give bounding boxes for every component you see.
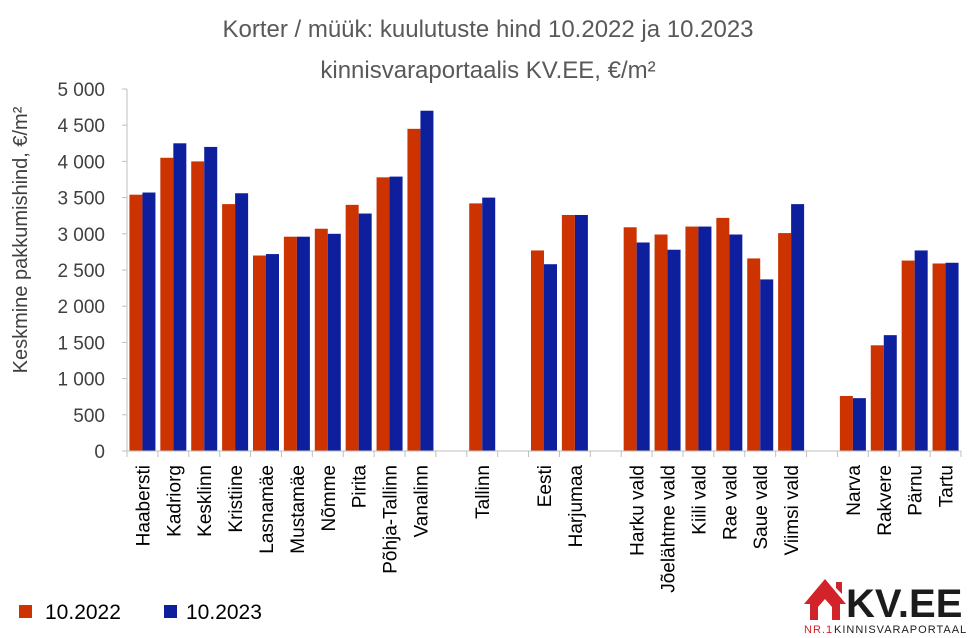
bar-10.2023-Mustamäe xyxy=(296,236,310,451)
bar-10.2023-Vanalinn xyxy=(420,110,434,451)
x-tick-label: Tartu xyxy=(937,465,958,507)
bar-10.2022-Põhja-Tallinn xyxy=(376,177,390,451)
bar-10.2022-Kesklinn xyxy=(191,161,205,451)
bar-10.2023-Kadriorg xyxy=(173,143,187,452)
kv-logo: KV.EE NR.1 KINNISVARAPORTAAL xyxy=(804,579,967,636)
y-tick-label: 5 000 xyxy=(57,80,105,101)
bar-10.2022-Rakvere xyxy=(870,345,884,451)
x-tick-label: Jõelähtme vald xyxy=(659,465,680,593)
bar-10.2022-Harku vald xyxy=(623,227,637,451)
bar-10.2023-Pärnu xyxy=(914,250,928,451)
chart-subtitle: kinnisvaraportaalis KV.EE, €/m² xyxy=(320,57,655,84)
x-tick-label: Nõmme xyxy=(319,465,340,532)
bar-10.2023-Harku vald xyxy=(636,242,650,451)
bar-10.2023-Eesti xyxy=(544,264,557,451)
legend-swatch-2022 xyxy=(19,605,32,618)
x-tick-label: Harku vald xyxy=(628,465,649,556)
legend: 10.2022 10.2023 xyxy=(19,601,262,624)
y-tick-label: 4 000 xyxy=(57,152,105,173)
bar-10.2023-Kristiine xyxy=(235,193,249,451)
bar-10.2022-Saue vald xyxy=(747,258,761,451)
x-tick-label: Saue vald xyxy=(751,465,772,550)
y-tick-label: 2 500 xyxy=(57,261,105,282)
bar-10.2023-Nõmme xyxy=(327,233,341,451)
x-axis: Haabersti Kadriorg Kesklinn Kristiine Lasnam… xyxy=(126,450,962,593)
bar-10.2022-Jõelähtme vald xyxy=(654,234,668,451)
bar-10.2022-Kristiine xyxy=(222,204,236,451)
bar-10.2023-Harjumaa xyxy=(574,214,588,451)
y-tick-label: 1 500 xyxy=(57,333,105,354)
y-tick-label: 500 xyxy=(73,406,105,427)
bar-10.2023-Viimsi vald xyxy=(791,204,805,451)
y-axis: 0 500 1 000 1 500 2 000 2 500 3 000 3 500 4 000 4… xyxy=(57,80,128,463)
bar-10.2023-Lasnamäe xyxy=(266,254,279,451)
x-tick-label: Rae vald xyxy=(720,465,741,540)
bar-10.2022-Vanalinn xyxy=(407,128,421,451)
x-tick-label: Narva xyxy=(844,465,865,516)
bar-10.2022-Harjumaa xyxy=(561,214,575,451)
bar-10.2023-Rakvere xyxy=(883,335,897,451)
bar-10.2023-Tartu xyxy=(945,262,959,451)
y-tick-label: 2 000 xyxy=(57,297,105,318)
bar-10.2022-Pärnu xyxy=(901,260,915,451)
x-tick-label: Harjumaa xyxy=(566,465,587,548)
x-tick-label: Kadriorg xyxy=(164,465,185,537)
legend-label-2023: 10.2023 xyxy=(186,601,262,624)
bar-10.2023-Rae vald xyxy=(729,234,743,451)
y-tick-label: 0 xyxy=(94,442,105,463)
bar-10.2022-Kadriorg xyxy=(160,157,174,451)
bar-10.2022-Haabersti xyxy=(129,194,143,451)
bar-10.2023-Kiili vald xyxy=(698,226,712,451)
logo-tagline-prefix: NR.1 xyxy=(804,624,833,636)
x-tick-label: Pirita xyxy=(350,465,371,509)
bar-10.2022-Pirita xyxy=(345,204,359,451)
chart-title-line1: Korter / müük: kuulutuste hind 10.2022 j… xyxy=(222,16,753,43)
logo-tagline: KINNISVARAPORTAAL xyxy=(834,624,967,636)
x-tick-label: Mustamäe xyxy=(288,465,309,554)
x-tick-label: Viimsi vald xyxy=(782,465,803,555)
x-tick-label: Kristiine xyxy=(226,465,247,533)
y-tick-label: 1 000 xyxy=(57,370,105,391)
bar-10.2022-Eesti xyxy=(531,250,544,451)
bar-10.2023-Tallinn xyxy=(482,197,496,451)
bar-10.2022-Tallinn xyxy=(469,203,483,451)
plot-area xyxy=(129,110,959,452)
bar-10.2023-Narva xyxy=(852,398,866,451)
y-tick-label: 4 500 xyxy=(57,116,105,137)
x-tick-label: Kesklinn xyxy=(195,465,216,537)
logo-text: KV.EE xyxy=(846,582,962,626)
bar-10.2023-Saue vald xyxy=(760,279,774,451)
legend-label-2022: 10.2022 xyxy=(45,601,121,624)
bar-10.2022-Rae vald xyxy=(716,217,730,451)
bar-10.2022-Lasnamäe xyxy=(253,255,266,451)
y-axis-label: Keskmine pakkumishind, €/m² xyxy=(10,106,32,373)
bar-10.2022-Nõmme xyxy=(314,228,328,451)
bar-10.2022-Mustamäe xyxy=(283,236,297,451)
bar-10.2022-Kiili vald xyxy=(685,226,699,451)
x-tick-label: Lasnamäe xyxy=(257,465,278,554)
x-tick-label: Tallinn xyxy=(473,465,494,519)
bar-10.2023-Jõelähtme vald xyxy=(667,249,681,451)
x-tick-label: Eesti xyxy=(535,465,556,507)
y-tick-label: 3 500 xyxy=(57,189,105,210)
x-tick-label: Rakvere xyxy=(875,465,896,536)
legend-swatch-2023 xyxy=(164,605,177,618)
bar-10.2023-Põhja-Tallinn xyxy=(389,176,403,451)
bar-10.2023-Haabersti xyxy=(142,192,156,451)
y-tick-label: 3 000 xyxy=(57,225,105,246)
bar-10.2022-Tartu xyxy=(932,263,946,451)
chart-title: Korter / müük: kuulutuste hind 10.2022 j… xyxy=(222,16,753,84)
bar-10.2023-Kesklinn xyxy=(204,146,218,452)
bar-10.2023-Pirita xyxy=(358,213,372,451)
x-tick-label: Vanalinn xyxy=(411,465,432,538)
bar-10.2022-Narva xyxy=(839,395,853,451)
x-tick-label: Põhja-Tallinn xyxy=(381,465,402,574)
x-tick-label: Kiili vald xyxy=(689,465,710,535)
x-tick-label: Haabersti xyxy=(133,465,154,546)
house-logo-icon xyxy=(804,579,846,620)
bar-10.2022-Viimsi vald xyxy=(778,233,792,451)
x-tick-label: Pärnu xyxy=(906,465,927,516)
